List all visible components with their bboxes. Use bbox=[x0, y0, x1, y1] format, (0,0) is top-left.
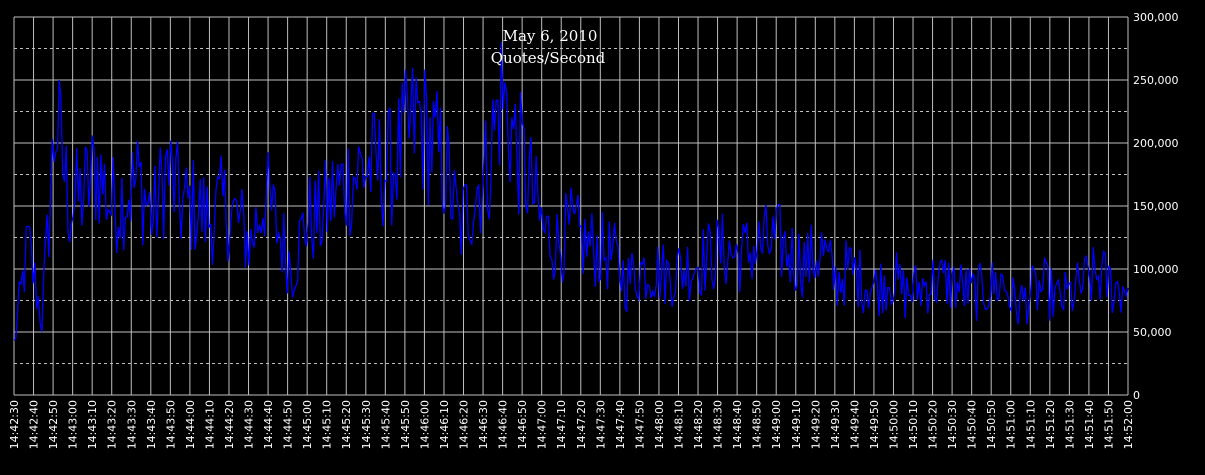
y-tick-label: 300,000 bbox=[1133, 11, 1179, 24]
x-tick-label: 14:43:50 bbox=[164, 400, 177, 449]
x-tick-label: 14:48:10 bbox=[672, 400, 685, 449]
x-tick-label: 14:49:20 bbox=[809, 400, 822, 449]
x-tick-label: 14:52:00 bbox=[1122, 400, 1135, 449]
x-tick-label: 14:45:10 bbox=[321, 400, 334, 449]
x-tick-label: 14:46:20 bbox=[458, 400, 471, 449]
x-tick-label: 14:48:00 bbox=[653, 400, 666, 449]
y-tick-label: 100,000 bbox=[1133, 263, 1179, 276]
x-tick-label: 14:44:20 bbox=[223, 400, 236, 449]
chart-subtitle: Quotes/Second bbox=[491, 49, 606, 67]
x-axis-ticks: 14:42:30 14:42:40 14:42:50 14:43:00 14:43:10… bbox=[8, 400, 1135, 449]
x-tick-label: 14:51:40 bbox=[1083, 400, 1096, 449]
x-tick-label: 14:50:50 bbox=[985, 400, 998, 449]
x-tick-label: 14:47:00 bbox=[536, 400, 549, 449]
x-tick-label: 14:47:50 bbox=[633, 400, 646, 449]
x-tick-label: 14:44:00 bbox=[184, 400, 197, 449]
quotes-series-line bbox=[13, 42, 1129, 341]
x-tick-label: 14:49:30 bbox=[829, 400, 842, 449]
x-tick-label: 14:47:40 bbox=[614, 400, 627, 449]
x-tick-label: 14:45:30 bbox=[360, 400, 373, 449]
x-tick-label: 14:45:50 bbox=[399, 400, 412, 449]
x-tick-label: 14:50:20 bbox=[927, 400, 940, 449]
x-tick-label: 14:48:50 bbox=[751, 400, 764, 449]
y-tick-label: 250,000 bbox=[1133, 74, 1179, 87]
x-tick-label: 14:46:30 bbox=[477, 400, 490, 449]
x-tick-label: 14:44:30 bbox=[243, 400, 256, 449]
chart-title: May 6, 2010 bbox=[503, 27, 598, 45]
x-tick-label: 14:49:10 bbox=[790, 400, 803, 449]
x-tick-label: 14:51:00 bbox=[1005, 400, 1018, 449]
y-tick-label: 200,000 bbox=[1133, 137, 1179, 150]
x-tick-label: 14:47:20 bbox=[575, 400, 588, 449]
x-tick-label: 14:43:30 bbox=[125, 400, 138, 449]
x-tick-label: 14:43:20 bbox=[106, 400, 119, 449]
x-tick-label: 14:42:50 bbox=[47, 400, 60, 449]
x-tick-label: 14:49:40 bbox=[848, 400, 861, 449]
x-tick-label: 14:48:20 bbox=[692, 400, 705, 449]
x-tick-label: 14:46:40 bbox=[497, 400, 510, 449]
y-tick-label: 150,000 bbox=[1133, 200, 1179, 213]
x-tick-label: 14:46:10 bbox=[438, 400, 451, 449]
x-tick-label: 14:42:30 bbox=[8, 400, 21, 449]
grid-lines bbox=[13, 16, 1129, 396]
x-tick-label: 14:50:10 bbox=[907, 400, 920, 449]
x-tick-label: 14:51:30 bbox=[1063, 400, 1076, 449]
y-axis-ticks: 0 50,000 100,000 150,000 200,000 250,000 300,0… bbox=[1133, 11, 1179, 402]
x-tick-label: 14:49:50 bbox=[868, 400, 881, 449]
x-tick-label: 14:50:00 bbox=[887, 400, 900, 449]
x-tick-label: 14:47:30 bbox=[594, 400, 607, 449]
x-tick-label: 14:44:40 bbox=[262, 400, 275, 449]
x-tick-label: 14:44:50 bbox=[282, 400, 295, 449]
y-tick-label: 0 bbox=[1133, 389, 1140, 402]
x-tick-label: 14:48:30 bbox=[712, 400, 725, 449]
x-tick-label: 14:44:10 bbox=[203, 400, 216, 449]
x-tick-label: 14:45:20 bbox=[340, 400, 353, 449]
y-tick-label: 50,000 bbox=[1133, 326, 1172, 339]
x-tick-label: 14:43:40 bbox=[145, 400, 158, 449]
x-tick-label: 14:45:00 bbox=[301, 400, 314, 449]
x-tick-label: 14:50:40 bbox=[966, 400, 979, 449]
x-tick-label: 14:45:40 bbox=[379, 400, 392, 449]
x-tick-label: 14:47:10 bbox=[555, 400, 568, 449]
x-tick-label: 14:46:00 bbox=[418, 400, 431, 449]
x-tick-label: 14:46:50 bbox=[516, 400, 529, 449]
x-tick-label: 14:48:40 bbox=[731, 400, 744, 449]
x-tick-label: 14:43:00 bbox=[67, 400, 80, 449]
x-tick-label: 14:42:40 bbox=[28, 400, 41, 449]
x-tick-label: 14:51:10 bbox=[1024, 400, 1037, 449]
x-tick-label: 14:43:10 bbox=[86, 400, 99, 449]
x-tick-label: 14:49:00 bbox=[770, 400, 783, 449]
x-tick-label: 14:50:30 bbox=[946, 400, 959, 449]
x-tick-label: 14:51:20 bbox=[1044, 400, 1057, 449]
x-tick-label: 14:51:50 bbox=[1102, 400, 1115, 449]
